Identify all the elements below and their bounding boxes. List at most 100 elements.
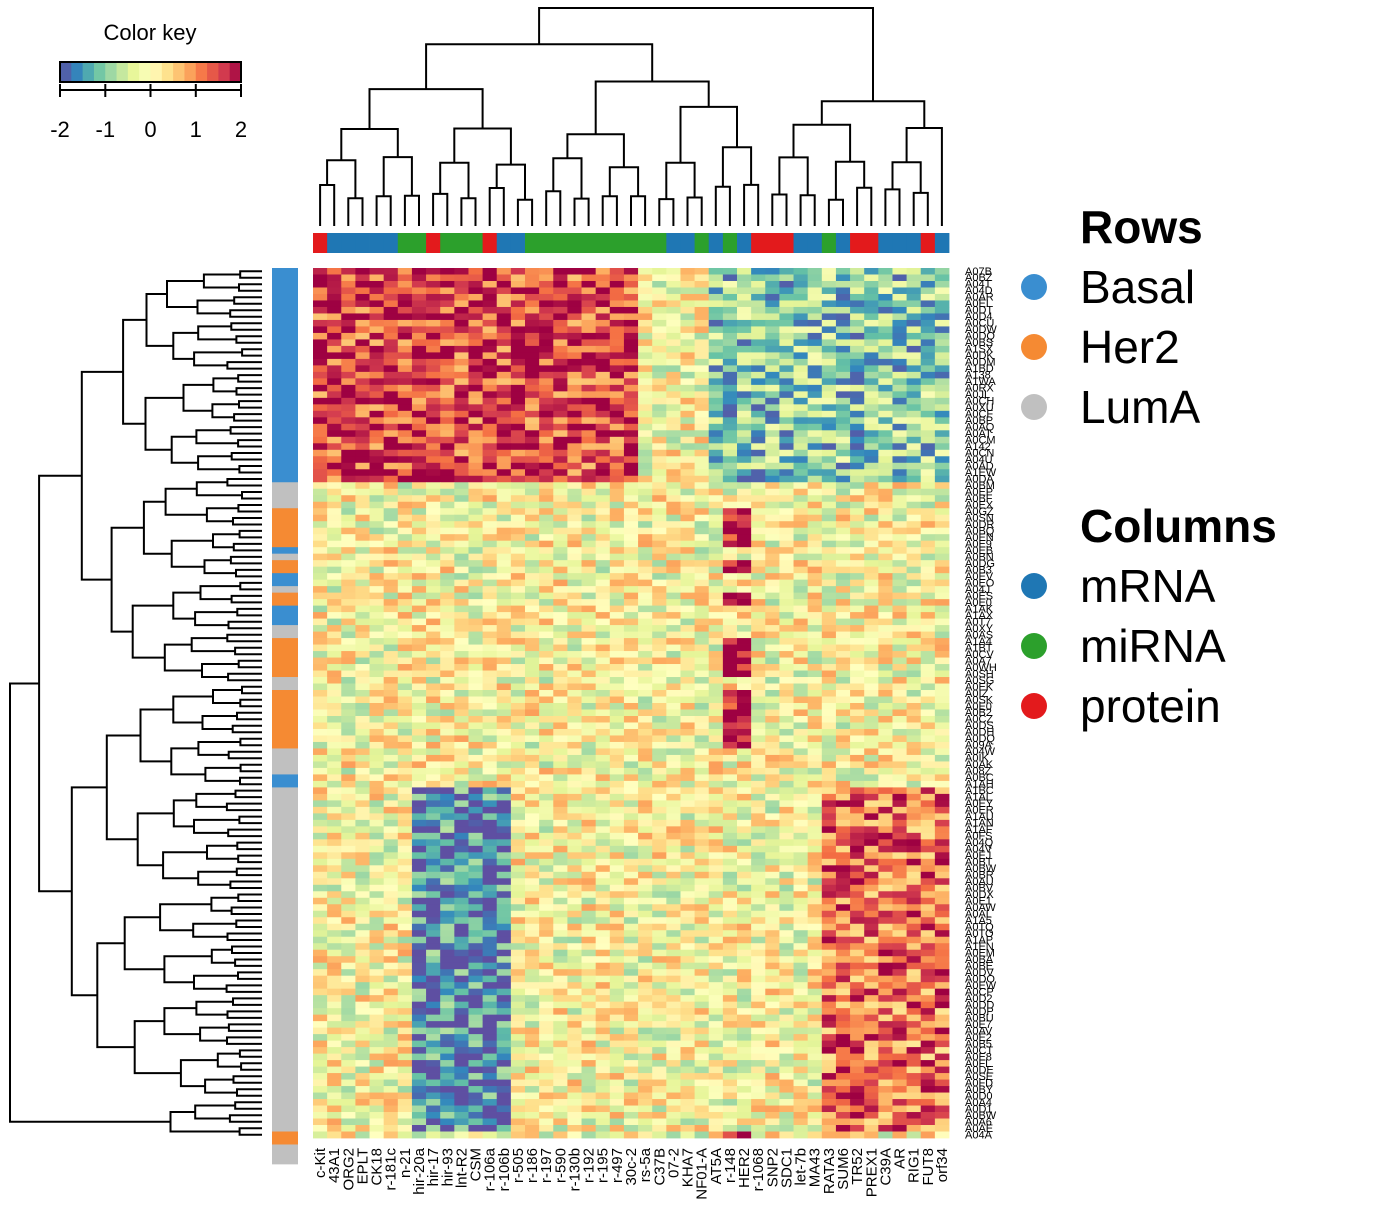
heatmap-cell — [694, 871, 710, 879]
heatmap-cell — [934, 612, 950, 619]
heatmap-cell — [525, 436, 540, 444]
heatmap-cell — [765, 579, 780, 587]
heatmap-cell — [609, 410, 625, 418]
heatmap-cell — [779, 774, 794, 782]
heatmap-cell — [327, 735, 342, 743]
heatmap-cell — [397, 923, 413, 931]
heatmap-cell — [355, 352, 370, 360]
heatmap-cell — [652, 780, 667, 788]
heatmap-cell — [383, 319, 399, 327]
heatmap-cell — [327, 592, 342, 600]
heatmap-cell — [765, 625, 780, 632]
heatmap-cell — [878, 923, 893, 931]
heatmap-cell — [510, 482, 526, 490]
heatmap-cell — [595, 365, 611, 373]
heatmap-cell — [737, 715, 752, 723]
heatmap-cell — [496, 573, 512, 581]
heatmap-cell — [793, 787, 809, 795]
heatmap-cell — [694, 397, 710, 405]
heatmap-cell — [397, 819, 413, 827]
heatmap-cell — [821, 371, 837, 379]
heatmap-cell — [341, 774, 356, 782]
heatmap-cell — [623, 540, 639, 548]
heatmap-cell — [737, 605, 752, 613]
heatmap-cell — [426, 358, 441, 366]
heatmap-cell — [397, 482, 413, 490]
heatmap-cell — [581, 339, 597, 347]
heatmap-cell — [581, 884, 597, 892]
heatmap-cell — [708, 430, 724, 438]
heatmap-cell — [850, 268, 865, 275]
heatmap-cell — [864, 943, 879, 951]
heatmap-cell — [708, 917, 724, 925]
heatmap-cell — [892, 638, 907, 645]
heatmap-cell — [779, 975, 794, 983]
heatmap-cell — [779, 579, 794, 587]
heatmap-cell — [793, 280, 809, 288]
heatmap-cell — [581, 436, 597, 444]
heatmap-cell — [341, 735, 356, 743]
heatmap-cell — [525, 579, 540, 587]
heatmap-cell — [426, 904, 441, 912]
heatmap-cell — [694, 404, 710, 412]
heatmap-cell — [383, 845, 399, 853]
heatmap-cell — [737, 280, 752, 288]
heatmap-cell — [553, 904, 568, 912]
heatmap-cell — [807, 975, 823, 983]
heatmap-cell — [313, 774, 328, 782]
heatmap-cell — [482, 949, 498, 957]
heatmap-cell — [411, 306, 427, 314]
heatmap-cell — [906, 677, 922, 684]
heatmap-cell — [440, 371, 455, 379]
heatmap-cell — [553, 339, 568, 347]
heatmap-cell — [934, 904, 950, 912]
heatmap-cell — [850, 936, 865, 944]
heatmap-cell — [525, 404, 540, 412]
heatmap-cell — [553, 319, 568, 327]
heatmap-cell — [821, 832, 837, 840]
heatmap-cell — [864, 884, 879, 892]
heatmap-cell — [751, 268, 766, 275]
heatmap-cell — [623, 806, 639, 814]
heatmap-cell — [539, 553, 554, 561]
heatmap-cell — [426, 391, 441, 399]
heatmap-cell — [426, 599, 441, 607]
heatmap-cell — [680, 683, 695, 691]
heatmap-cell — [680, 852, 695, 860]
heatmap-cell — [510, 430, 526, 438]
heatmap-cell — [383, 703, 399, 710]
heatmap-cell — [821, 274, 837, 282]
heatmap-cell — [906, 793, 922, 801]
heatmap-cell — [539, 547, 554, 555]
heatmap-cell — [878, 332, 893, 340]
heatmap-cell — [765, 982, 780, 990]
heatmap-cell — [567, 326, 582, 334]
heatmap-cell — [341, 612, 356, 619]
heatmap-cell — [850, 371, 865, 379]
heatmap-cell — [652, 761, 667, 769]
heatmap-cell — [369, 677, 385, 684]
heatmap-cell — [567, 845, 582, 853]
heatmap-cell — [426, 436, 441, 444]
heatmap-cell — [807, 651, 823, 658]
heatmap-cell — [539, 586, 554, 594]
heatmap-cell — [850, 949, 865, 957]
heatmap-cell — [793, 754, 809, 762]
heatmap-cell — [765, 956, 780, 964]
heatmap-cell — [468, 391, 483, 399]
heatmap-cell — [708, 871, 724, 879]
heatmap-cell — [355, 313, 370, 321]
heatmap-cell — [468, 832, 483, 840]
heatmap-cell — [468, 319, 483, 327]
heatmap-cell — [595, 761, 611, 769]
heatmap-cell — [892, 365, 907, 373]
heatmap-cell — [454, 625, 469, 632]
heatmap-cell — [341, 553, 356, 561]
heatmap-cell — [426, 664, 441, 671]
heatmap-cell — [623, 728, 639, 736]
heatmap-cell — [313, 975, 328, 983]
heatmap-cell — [737, 573, 752, 581]
heatmap-cell — [609, 488, 625, 496]
heatmap-cell — [737, 904, 752, 912]
heatmap-cell — [737, 793, 752, 801]
